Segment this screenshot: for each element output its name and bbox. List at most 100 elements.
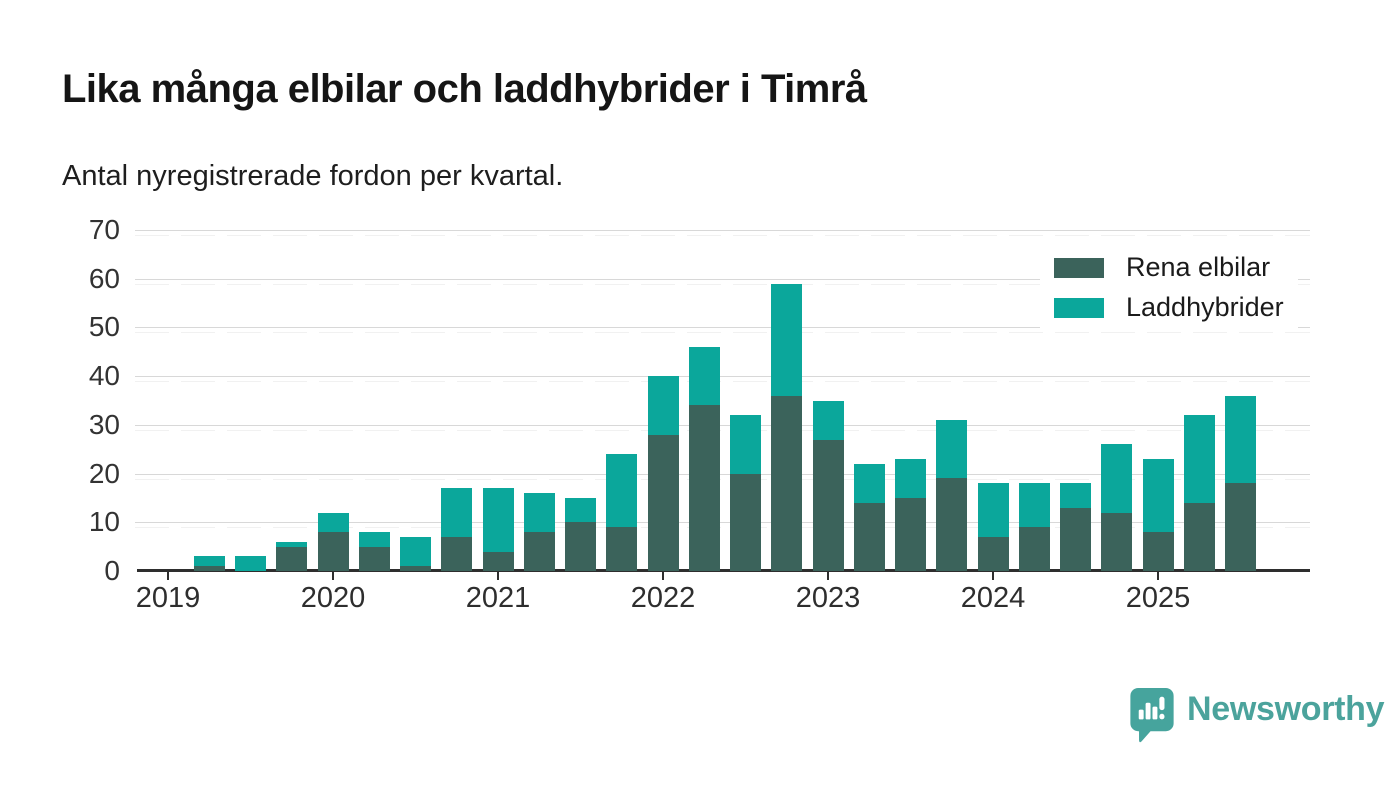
segment-rena-elbilar bbox=[977, 536, 1009, 571]
legend-item-laddhybrider: Laddhybrider bbox=[1054, 294, 1284, 321]
gridline-70 bbox=[135, 230, 1310, 236]
segment-laddhybrider bbox=[193, 556, 225, 567]
y-tick-label-20: 20 bbox=[88, 457, 120, 489]
y-tick-label-50: 50 bbox=[88, 311, 120, 343]
segment-laddhybrider bbox=[1142, 458, 1174, 532]
bar-2020-q2 bbox=[358, 532, 390, 571]
gridline-20 bbox=[135, 473, 1310, 480]
segment-rena-elbilar bbox=[1018, 527, 1050, 571]
segment-laddhybrider bbox=[235, 556, 266, 571]
segment-laddhybrider bbox=[358, 532, 390, 547]
legend-item-rena-elbilar: Rena elbilar bbox=[1054, 254, 1284, 281]
chart-subtitle: Antal nyregistrerade fordon per kvartal. bbox=[62, 160, 564, 192]
segment-rena-elbilar bbox=[1142, 532, 1174, 571]
gridline-50 bbox=[135, 327, 1310, 334]
segment-laddhybrider bbox=[977, 483, 1009, 537]
x-tick-label-2020: 2020 bbox=[300, 582, 366, 614]
segment-rena-elbilar bbox=[812, 439, 844, 571]
segment-laddhybrider bbox=[730, 415, 761, 474]
bar-2019-q2 bbox=[193, 556, 225, 571]
bar-2019-q3 bbox=[235, 556, 266, 571]
y-axis-labels: 0 10 20 30 40 50 60 70 bbox=[40, 215, 120, 586]
bar-2023-q1 bbox=[812, 400, 844, 571]
segment-laddhybrider bbox=[523, 493, 555, 532]
segment-laddhybrider bbox=[936, 419, 968, 479]
segment-laddhybrider bbox=[688, 346, 720, 406]
segment-laddhybrider bbox=[647, 376, 679, 435]
x-tick-2020 bbox=[332, 572, 334, 580]
segment-rena-elbilar bbox=[1225, 483, 1256, 571]
segment-rena-elbilar bbox=[193, 566, 225, 571]
segment-rena-elbilar bbox=[523, 532, 555, 571]
segment-laddhybrider bbox=[565, 497, 596, 523]
x-tick-2021 bbox=[497, 572, 499, 580]
newsworthy-logo-icon bbox=[1128, 686, 1176, 748]
bar-2024-q1 bbox=[977, 483, 1009, 571]
legend-swatch-rena-elbilar bbox=[1054, 257, 1104, 278]
segment-rena-elbilar bbox=[771, 395, 803, 571]
segment-laddhybrider bbox=[276, 541, 308, 547]
plot-area: 2019 2020 2021 2022 2023 2024 2025 bbox=[135, 230, 1310, 614]
segment-laddhybrider bbox=[606, 454, 638, 528]
brand-name: Newsworthy bbox=[1187, 690, 1385, 728]
segment-rena-elbilar bbox=[358, 546, 390, 571]
segment-rena-elbilar bbox=[565, 522, 596, 571]
x-tick-2019 bbox=[167, 572, 169, 580]
bar-2025-q2 bbox=[1183, 415, 1215, 571]
bar-2019-q4 bbox=[276, 541, 308, 571]
bar-2023-q4 bbox=[936, 419, 968, 571]
y-tick-label-10: 10 bbox=[88, 506, 120, 538]
bar-2021-q1 bbox=[482, 488, 514, 571]
segment-laddhybrider bbox=[853, 463, 885, 503]
bar-2022-q3 bbox=[730, 415, 761, 571]
segment-rena-elbilar bbox=[276, 546, 308, 571]
legend-swatch-laddhybrider bbox=[1054, 297, 1104, 318]
gridline-60 bbox=[135, 278, 1310, 285]
segment-rena-elbilar bbox=[730, 473, 761, 571]
bar-2022-q2 bbox=[688, 346, 720, 571]
bar-2020-q3 bbox=[400, 536, 431, 571]
legend-label-laddhybrider: Laddhybrider bbox=[1126, 292, 1284, 322]
bar-2021-q3 bbox=[565, 497, 596, 571]
x-tick-2025 bbox=[1157, 572, 1159, 580]
bar-2021-q2 bbox=[523, 493, 555, 571]
y-tick-label-30: 30 bbox=[88, 408, 120, 440]
x-tick-label-2019: 2019 bbox=[135, 582, 201, 614]
x-tick-label-2022: 2022 bbox=[630, 582, 696, 614]
x-axis-line bbox=[137, 569, 1310, 572]
bar-2025-q1 bbox=[1142, 458, 1174, 571]
x-tick-2023 bbox=[827, 572, 829, 580]
bar-2022-q1 bbox=[647, 376, 679, 571]
y-tick-label-0: 0 bbox=[104, 555, 120, 586]
x-tick-label-2024: 2024 bbox=[960, 582, 1026, 614]
bar-2024-q2 bbox=[1018, 483, 1050, 571]
segment-laddhybrider bbox=[400, 536, 431, 567]
segment-laddhybrider bbox=[895, 458, 926, 498]
bar-2021-q4 bbox=[606, 454, 638, 571]
x-tick-label-2023: 2023 bbox=[795, 582, 861, 614]
gridline-40 bbox=[135, 376, 1310, 383]
y-tick-label-70: 70 bbox=[88, 214, 120, 245]
segment-rena-elbilar bbox=[400, 566, 431, 571]
x-tick-label-2025: 2025 bbox=[1125, 582, 1191, 614]
bar-2024-q3 bbox=[1060, 483, 1091, 571]
segment-laddhybrider bbox=[812, 400, 844, 440]
bar-2025-q3 bbox=[1225, 395, 1256, 571]
segment-rena-elbilar bbox=[647, 434, 679, 571]
segment-rena-elbilar bbox=[895, 497, 926, 571]
segment-laddhybrider bbox=[1225, 395, 1256, 484]
chart-legend: Rena elbilar Laddhybrider bbox=[1040, 246, 1298, 331]
page-title: Lika många elbilar och laddhybrider i Ti… bbox=[62, 67, 867, 111]
segment-rena-elbilar bbox=[441, 536, 473, 571]
segment-rena-elbilar bbox=[482, 551, 514, 571]
gridline-30 bbox=[135, 424, 1310, 431]
segment-rena-elbilar bbox=[1060, 507, 1091, 571]
segment-laddhybrider bbox=[771, 283, 803, 396]
bar-2020-q1 bbox=[317, 512, 349, 571]
y-tick-label-40: 40 bbox=[88, 360, 120, 392]
segment-laddhybrider bbox=[317, 512, 349, 532]
segment-laddhybrider bbox=[1060, 483, 1091, 508]
x-tick-2024 bbox=[992, 572, 994, 580]
segment-rena-elbilar bbox=[936, 478, 968, 571]
bar-2023-q2 bbox=[853, 463, 885, 571]
